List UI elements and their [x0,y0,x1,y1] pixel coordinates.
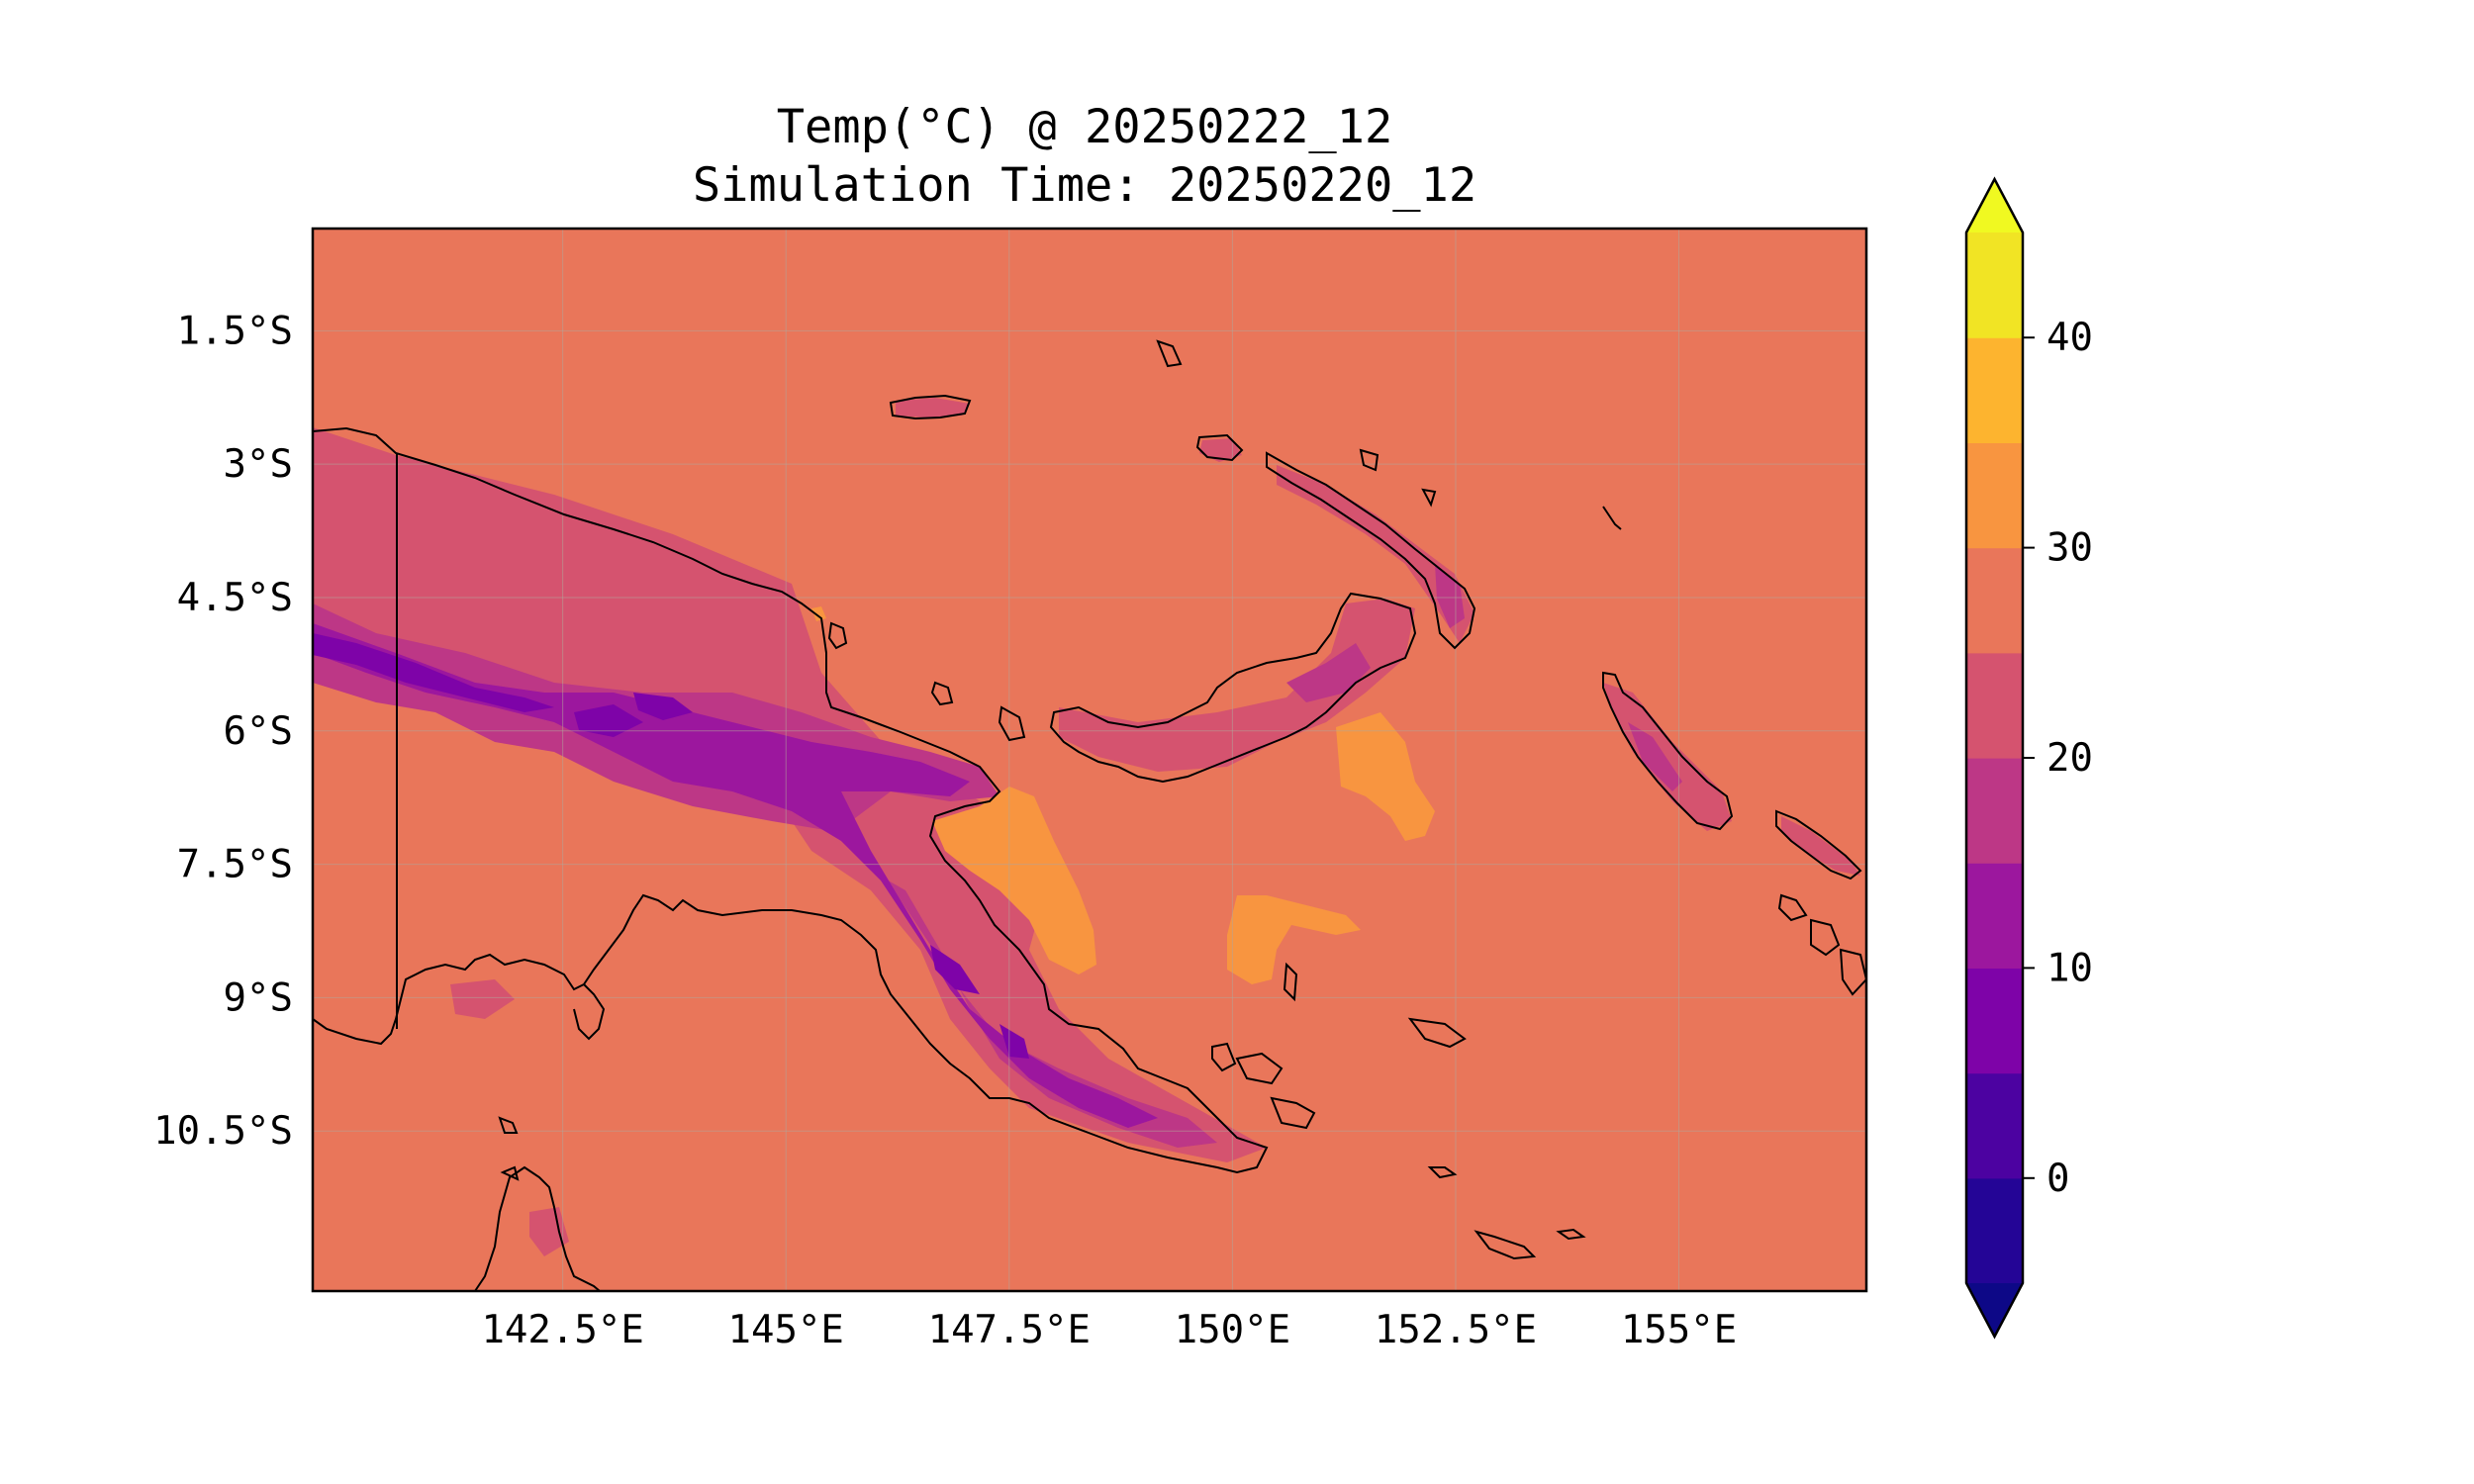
map-frame [311,227,1868,1293]
lon-tick-label: 145°E [728,1308,844,1352]
colorbar-level-30-35 [1966,442,2023,549]
lon-tick-label: 152.5°E [1375,1308,1537,1352]
coastline-trobriand [1407,1017,1467,1049]
coastline-bougainville [1602,671,1734,831]
map-title: Temp(°C) @ 20250222_12 [776,100,1393,154]
coastline-cape-york [474,1165,601,1292]
lat-tick-label: 10.5°S [153,1109,293,1154]
temp-band-20-25-new-britain [1059,599,1415,772]
temp-band-20-25-southwest [450,979,515,1019]
coastline-islet-long [930,681,954,706]
lat-tick-label: 1.5°S [177,309,293,353]
temp-band-20-25-manus [896,398,970,417]
coastline-dentrecasteaux-b [1235,1052,1284,1085]
colorbar-level-25-30 [1966,547,2023,654]
lon-tick-label: 142.5°E [481,1308,643,1352]
coastline-solomons-d [1839,948,1868,996]
coastline-woodlark [1474,1230,1537,1260]
temp-band-5-10-peak-d [999,1024,1029,1059]
temp-band-5-10-peak-c [930,945,980,994]
colorbar-tick-label: 20 [2046,736,2093,781]
temp-band-20-25-new-ireland [1277,465,1475,643]
coastline-rossel [1556,1228,1586,1241]
coastline-new-ireland [1266,451,1476,650]
colorbar-levels [1964,176,2025,1340]
colorbar-level-10-15 [1966,863,2023,969]
colorbar-level-20-25 [1966,652,2023,759]
temp-band-20-25-bougainville [1603,683,1732,831]
temp-band-15-20-new-ireland [1435,564,1465,628]
colorbar-level-5-10 [1966,968,2023,1074]
colorbar-tick-label: 0 [2046,1157,2069,1201]
temp-band-5-10-peak-b [633,693,693,720]
temp-band-30-35-markham [932,787,1096,974]
graticule [313,229,1866,1291]
colorbar-tick-label: 40 [2046,316,2093,360]
lat-tick-label: 6°S [224,709,293,754]
coastline-torres-islet-a [498,1116,519,1134]
map-subtitle: Simulation Time: 20250220_12 [692,158,1477,213]
coastline-solomons-c [1810,918,1841,957]
colorbar-outline [1964,176,2025,1340]
coastline-torres-islet-b [500,1165,520,1181]
lat-tick-label: 9°S [224,975,293,1020]
colorbar-level-35-40 [1966,337,2023,443]
coastline-islet-north-c [1421,488,1437,508]
colorbar-level-15-20 [1966,758,2023,864]
coastline-dentrecasteaux-c [1270,1096,1316,1130]
coastline-new-britain [1049,592,1417,784]
temp-band-15-20-bougainville [1628,722,1682,791]
lon-tick-label: 150°E [1175,1308,1290,1352]
colorbar-level--5-0 [1966,1177,2023,1284]
coastline-islet-north-a [1156,339,1183,368]
coastline-solomons-a [1775,809,1862,881]
temp-band-15-20-highlands [313,603,1217,1148]
coastline-islet-north-d [1602,506,1622,530]
colorbar-ticks: 0 10 20 30 40 [2023,316,2093,1201]
colorbar-level-0-5 [1966,1072,2023,1179]
lon-tick-label: 147.5°E [928,1308,1091,1352]
temp-band-20-25-islands-east [1199,438,1242,462]
lon-tick-label: 155°E [1621,1308,1737,1352]
temp-band-30-35-sea-b [1336,712,1435,841]
lat-tick-label: 7.5°S [177,843,293,887]
longitude-axis: 142.5°E 145°E 147.5°E 150°E 152.5°E 155°E [481,1308,1737,1352]
lat-tick-label: 4.5°S [177,576,293,620]
coastlines [312,339,1868,1292]
coastline-solomons-b [1777,893,1808,922]
lat-tick-label: 3°S [224,442,293,487]
temp-band-30-35-fleck [811,606,826,621]
temp-band-20-25-cape-york [529,1207,569,1256]
colorbar-level-40-45 [1966,232,2023,338]
coastline-new-hanover [1195,433,1244,462]
colorbar-over-arrow [1966,179,2023,232]
temp-band-30-35-sea-a [1227,895,1361,984]
coastline-manus [889,394,972,420]
coastline-islet-karkar [827,621,848,650]
coastline-fly-estuary [573,983,606,1041]
coastline-islet-north-b [1359,448,1380,472]
colorbar-tick-label: 30 [2046,526,2093,571]
colorbar-under-arrow [1966,1283,2023,1337]
coastline-islet-woodlark-sea [1283,962,1298,1002]
colorbar-tick-label: 10 [2046,946,2093,990]
coastline-misima [1427,1166,1458,1179]
coastline-islet-umboi [998,705,1026,742]
temp-band-20-25-solomons [1781,816,1860,876]
coastline-new-guinea [312,426,1269,1174]
temp-band-5-10-peak-a [574,704,643,737]
coastline-dentrecasteaux-a [1211,1042,1237,1072]
latitude-axis: 1.5°S 3°S 4.5°S 6°S 7.5°S 9°S 10.5°S [153,309,293,1154]
temp-band-5-10-core [313,633,554,712]
